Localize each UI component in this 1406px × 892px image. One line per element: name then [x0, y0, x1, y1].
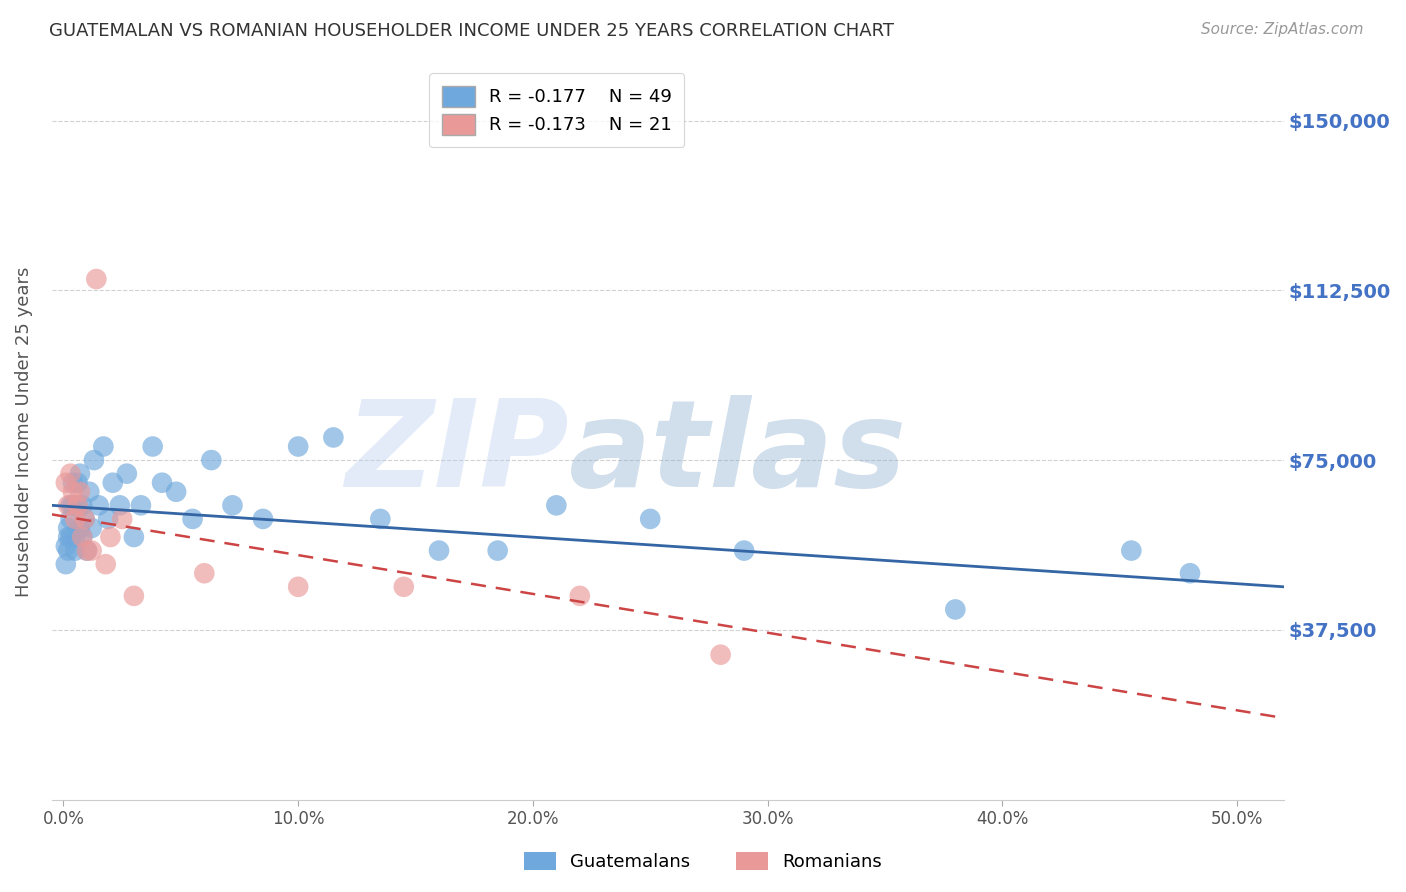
Point: [221, 499, 243, 513]
Point: [392, 580, 415, 594]
Text: ZIP: ZIP: [346, 395, 569, 512]
Point: [568, 589, 591, 603]
Point: [287, 580, 309, 594]
Point: [63, 512, 86, 526]
Point: [122, 530, 145, 544]
Point: [142, 440, 165, 454]
Point: [62, 499, 84, 513]
Point: [115, 467, 138, 481]
Point: [83, 453, 105, 467]
Point: [111, 512, 134, 526]
Point: [150, 475, 173, 490]
Point: [101, 475, 124, 490]
Point: [63, 530, 86, 544]
Point: [86, 272, 108, 286]
Point: [66, 499, 89, 513]
Point: [193, 566, 215, 581]
Point: [287, 440, 309, 454]
Point: [165, 484, 187, 499]
Point: [73, 512, 96, 526]
Point: [59, 512, 82, 526]
Point: [93, 440, 115, 454]
Point: [122, 589, 145, 603]
Point: [56, 499, 79, 513]
Legend: Guatemalans, Romanians: Guatemalans, Romanians: [516, 845, 890, 879]
Point: [56, 521, 79, 535]
Point: [100, 530, 122, 544]
Point: [76, 543, 98, 558]
Point: [56, 543, 79, 558]
Y-axis label: Householder Income Under 25 years: Householder Income Under 25 years: [15, 267, 32, 597]
Point: [73, 512, 96, 526]
Point: [97, 512, 120, 526]
Point: [69, 467, 91, 481]
Point: [72, 530, 94, 544]
Point: [322, 430, 344, 444]
Point: [79, 484, 101, 499]
Point: [546, 499, 568, 513]
Point: [733, 543, 755, 558]
Point: [69, 521, 91, 535]
Legend: R = -0.177    N = 49, R = -0.173    N = 21: R = -0.177 N = 49, R = -0.173 N = 21: [429, 73, 685, 147]
Point: [638, 512, 661, 526]
Point: [72, 530, 94, 544]
Point: [55, 475, 77, 490]
Point: [59, 530, 82, 544]
Point: [943, 602, 966, 616]
Point: [710, 648, 733, 662]
Text: atlas: atlas: [569, 395, 907, 512]
Point: [1121, 543, 1143, 558]
Text: Source: ZipAtlas.com: Source: ZipAtlas.com: [1201, 22, 1364, 37]
Point: [108, 499, 131, 513]
Point: [80, 543, 103, 558]
Point: [72, 499, 94, 513]
Point: [252, 512, 274, 526]
Point: [80, 521, 103, 535]
Point: [181, 512, 204, 526]
Point: [200, 453, 222, 467]
Point: [62, 475, 84, 490]
Point: [59, 467, 82, 481]
Point: [76, 543, 98, 558]
Point: [427, 543, 450, 558]
Point: [59, 499, 82, 513]
Point: [66, 499, 89, 513]
Text: GUATEMALAN VS ROMANIAN HOUSEHOLDER INCOME UNDER 25 YEARS CORRELATION CHART: GUATEMALAN VS ROMANIAN HOUSEHOLDER INCOM…: [49, 22, 894, 40]
Point: [56, 530, 79, 544]
Point: [66, 475, 89, 490]
Point: [94, 557, 117, 571]
Point: [1178, 566, 1201, 581]
Point: [62, 484, 84, 499]
Point: [368, 512, 391, 526]
Point: [55, 557, 77, 571]
Point: [63, 543, 86, 558]
Point: [129, 499, 152, 513]
Point: [69, 484, 91, 499]
Point: [486, 543, 509, 558]
Point: [87, 499, 110, 513]
Point: [55, 539, 77, 553]
